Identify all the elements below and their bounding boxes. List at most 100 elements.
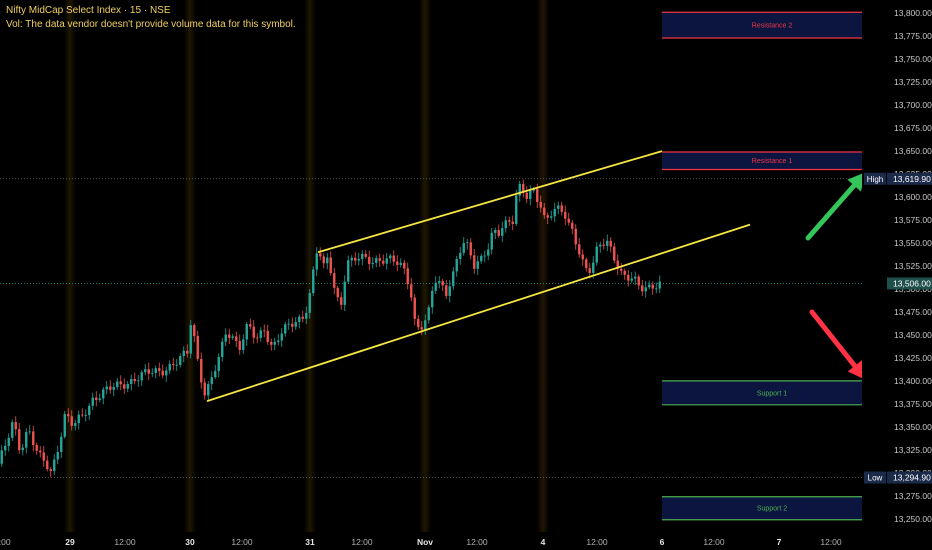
time-axis: 12:00 29 12:00 30 12:00 31 12:00 Nov 12:00 4 12:00… (0, 532, 862, 550)
candle (105, 380, 108, 395)
candle-body (459, 252, 462, 259)
time-tick-label: 12:00 (466, 537, 488, 547)
candle-body (287, 323, 290, 325)
candle-body (137, 380, 140, 382)
candle-body (546, 215, 549, 218)
candle (630, 272, 633, 283)
candle-body (494, 230, 497, 233)
candle (91, 392, 94, 410)
candle-body (553, 208, 556, 217)
candle (448, 279, 451, 303)
candle (476, 255, 479, 275)
candle (504, 216, 507, 233)
candle (392, 250, 395, 266)
candle-body (270, 341, 273, 345)
zone-support-1: Support 1 (662, 380, 882, 406)
time-tick-label: 7 (777, 537, 782, 547)
candle-body (490, 232, 493, 250)
candle-body (158, 368, 161, 371)
candle (102, 386, 105, 405)
candle (375, 255, 378, 268)
candle (88, 403, 91, 420)
candle (606, 234, 609, 252)
candle (238, 334, 241, 355)
candle (336, 285, 339, 302)
candle (98, 393, 101, 403)
candle-body (560, 205, 563, 212)
candle (39, 446, 42, 458)
candle-body (326, 257, 329, 264)
candle (182, 346, 185, 363)
candle (249, 318, 252, 329)
price-axis: 13,250.0013,275.0013,300.0013,325.0013,3… (862, 0, 932, 550)
candle-body (606, 240, 609, 246)
arrow-head (847, 360, 866, 380)
candle (595, 242, 598, 266)
zone-fill (662, 12, 882, 39)
candle-body (21, 447, 24, 451)
candle (70, 410, 73, 431)
candle (312, 266, 315, 296)
candle-body (511, 221, 514, 224)
candle (445, 279, 448, 299)
price-tick-label: 13,650.00 (894, 146, 932, 156)
candle-body (389, 255, 392, 259)
marker-value-bg (887, 471, 932, 484)
candle-body (91, 397, 94, 406)
time-tick-label: 31 (305, 537, 315, 547)
candle (284, 321, 287, 337)
candle (35, 442, 38, 455)
candle-body (228, 334, 231, 338)
candle (109, 380, 112, 394)
candle (280, 327, 283, 347)
candle (487, 243, 490, 260)
candle-body (343, 281, 346, 305)
candle (543, 202, 546, 220)
arrow-shaft (805, 183, 857, 241)
candle (298, 314, 301, 329)
candle-body (417, 318, 420, 328)
candle (616, 254, 619, 276)
candle (385, 253, 388, 270)
candle-body (399, 262, 402, 265)
candle-body (476, 261, 479, 269)
candle (518, 180, 521, 202)
candle (574, 224, 577, 250)
candle-body (210, 377, 213, 384)
candle-body (207, 383, 210, 396)
candle (49, 466, 52, 478)
candle (18, 423, 21, 454)
candle-body (382, 260, 385, 264)
candle-body (172, 363, 175, 366)
candle-body (424, 320, 427, 330)
time-tick-label: 12:00 (0, 537, 11, 547)
price-tick-label: 13,800.00 (894, 8, 932, 18)
candle (168, 360, 171, 375)
candle-body (592, 262, 595, 273)
candle (497, 224, 500, 238)
session-band (184, 0, 196, 532)
candle-body (168, 363, 171, 371)
candle (410, 278, 413, 302)
candle (305, 306, 308, 325)
candle (553, 202, 556, 223)
price-tick-label: 13,350.00 (894, 422, 932, 432)
candle (266, 324, 269, 345)
candle (319, 247, 322, 261)
candle (196, 330, 199, 362)
candle (424, 314, 427, 335)
candle-body (77, 414, 80, 424)
candle (221, 337, 224, 362)
candle-body (641, 285, 644, 292)
candle-body (497, 230, 500, 236)
marker-tag-label: High (867, 175, 883, 184)
candle (165, 366, 168, 382)
candle-body (238, 341, 241, 350)
candle (126, 380, 129, 393)
candle-body (70, 416, 73, 426)
candle (539, 195, 542, 213)
candle-body (487, 249, 490, 256)
candle-body (14, 422, 17, 430)
candle-body (235, 336, 238, 342)
